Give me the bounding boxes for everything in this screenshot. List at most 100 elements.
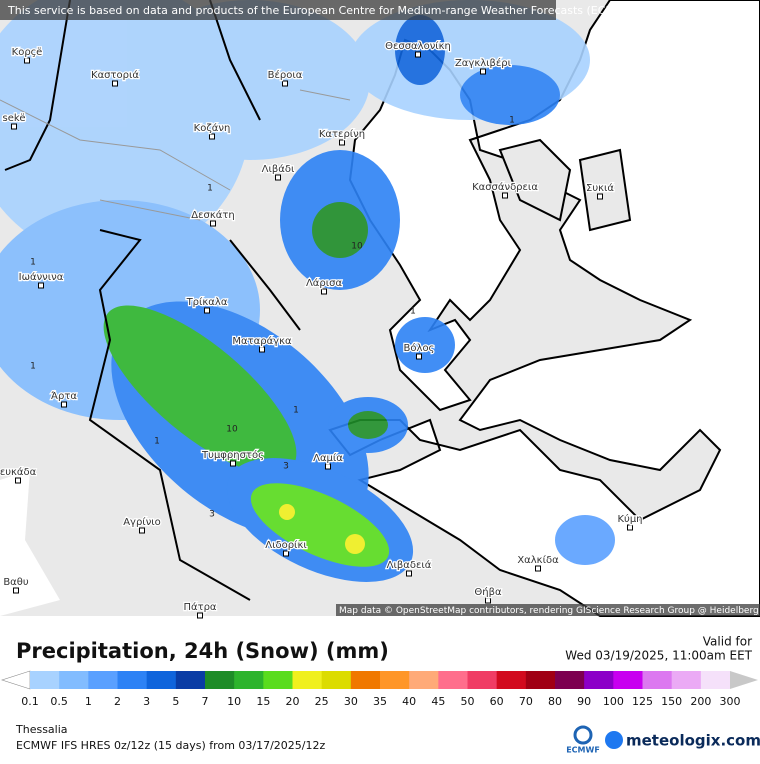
precip-area (348, 411, 388, 439)
precip-area (312, 202, 368, 258)
valid-time: Wed 03/19/2025, 11:00am EET (565, 649, 752, 663)
place-marker (230, 460, 236, 467)
precip-area (345, 534, 365, 554)
legend-label: 90 (577, 695, 591, 708)
place-marker (275, 174, 281, 181)
meteologix-icon (605, 731, 623, 749)
place-marker (480, 68, 486, 75)
legend-swatch (671, 671, 702, 689)
meteologix-logo[interactable]: meteologix.com (626, 732, 760, 750)
legend-swatch (88, 671, 118, 689)
precip-area (279, 504, 295, 520)
place-label: Θεσσαλονίκη (385, 40, 451, 52)
legend-label: 7 (202, 695, 209, 708)
place-label: Δεσκάτη (191, 209, 234, 221)
legend-swatch (292, 671, 323, 689)
place-label: Συκιά (586, 182, 614, 194)
legend-swatch (175, 671, 206, 689)
place-marker (197, 612, 203, 619)
legend-swatch (321, 671, 352, 689)
place-marker (15, 477, 21, 484)
place-label: Θήβα (474, 586, 502, 598)
contour-label: 3 (283, 462, 289, 472)
place-marker (485, 597, 491, 604)
place-label: Λάρισα (306, 277, 343, 289)
legend-swatch (496, 671, 527, 689)
precip-area (103, 305, 297, 475)
legend-swatch (409, 671, 439, 689)
border (4, 0, 301, 601)
place-marker (325, 463, 331, 470)
place-marker (321, 288, 327, 295)
place-marker (339, 139, 345, 146)
place-marker (38, 282, 44, 289)
precip-area (555, 515, 615, 565)
legend-label: 300 (720, 695, 741, 708)
place-marker (627, 524, 633, 531)
legend-label: 80 (548, 695, 562, 708)
place-label: Αγρίνιο (123, 516, 161, 528)
place-marker (11, 123, 17, 130)
contour-label: 10 (351, 242, 363, 252)
place-label: Καστοριά (91, 69, 139, 81)
legend-title: Precipitation, 24h (Snow) (mm) (16, 639, 389, 663)
legend-label: 50 (461, 695, 475, 708)
legend-label: 2 (114, 695, 121, 708)
contour-label: 10 (226, 425, 238, 435)
contour-label: 1 (30, 362, 36, 372)
legend-swatch (350, 671, 381, 689)
place-labels: Κορçë Καστοριά Βέροια Θεσσαλονίκη Ζαγκλιβέρι… (0, 39, 644, 619)
place-label: Κατερίνη (319, 128, 365, 140)
attribution: Map data © OpenStreetMap contributors, r… (339, 606, 760, 616)
legend-swatch (234, 671, 264, 689)
place-label: Χαλκίδα (517, 554, 559, 566)
banner-bg (0, 0, 556, 20)
place-label: Λιβαδειά (387, 559, 432, 571)
legend-label: 200 (690, 695, 711, 708)
legend-swatch (613, 671, 643, 689)
place-label: Ματαράγκα (232, 335, 292, 347)
place-marker (209, 133, 215, 140)
legend-swatch (700, 671, 731, 689)
legend-swatch (117, 671, 148, 689)
legend-swatch (263, 671, 293, 689)
place-marker (283, 550, 289, 557)
attribution-bg (336, 604, 760, 616)
contour-label: 1 (154, 437, 160, 447)
place-marker (204, 307, 210, 314)
model: ECMWF IFS HRES 0z/12z (15 days) from 03/… (16, 739, 326, 752)
legend-label: 100 (603, 695, 624, 708)
legend-label: 35 (373, 695, 387, 708)
place-label: Τυμφρηστός (201, 449, 264, 461)
legend-label: 3 (143, 695, 150, 708)
legend-swatch (525, 671, 556, 689)
place-label: Κύμη (617, 513, 642, 525)
contour-label: 1 (207, 184, 213, 194)
precip-area (130, 0, 370, 160)
region: Thessalia (15, 723, 68, 736)
contour-labels: 1 1 1 1 1 1 1 10 10 3 3 (30, 116, 515, 520)
legend-swatch (467, 671, 498, 689)
legend-label: 45 (431, 695, 445, 708)
legend-label: 0.5 (50, 695, 68, 708)
place-marker (406, 570, 412, 577)
contour-label: 1 (293, 406, 299, 416)
place-label: Άρτα (51, 390, 77, 402)
legend-label: 1 (85, 695, 92, 708)
legend-swatch (438, 671, 468, 689)
place-marker (535, 565, 541, 572)
place-label: Τρίκαλα (186, 296, 228, 308)
contour-label: 1 (410, 307, 416, 317)
place-label: Λιδορίκι (265, 539, 307, 551)
legend-swatch (30, 671, 60, 689)
legend-label: 70 (519, 695, 533, 708)
coastline (328, 0, 760, 617)
precip-area (460, 65, 560, 125)
ecmwf-logo: ECMWF (566, 746, 600, 755)
legend-label: 60 (490, 695, 504, 708)
legend-label: 40 (402, 695, 416, 708)
admin-border (0, 89, 351, 221)
legend-label: 5 (172, 695, 179, 708)
valid-label: Valid for (703, 635, 752, 649)
